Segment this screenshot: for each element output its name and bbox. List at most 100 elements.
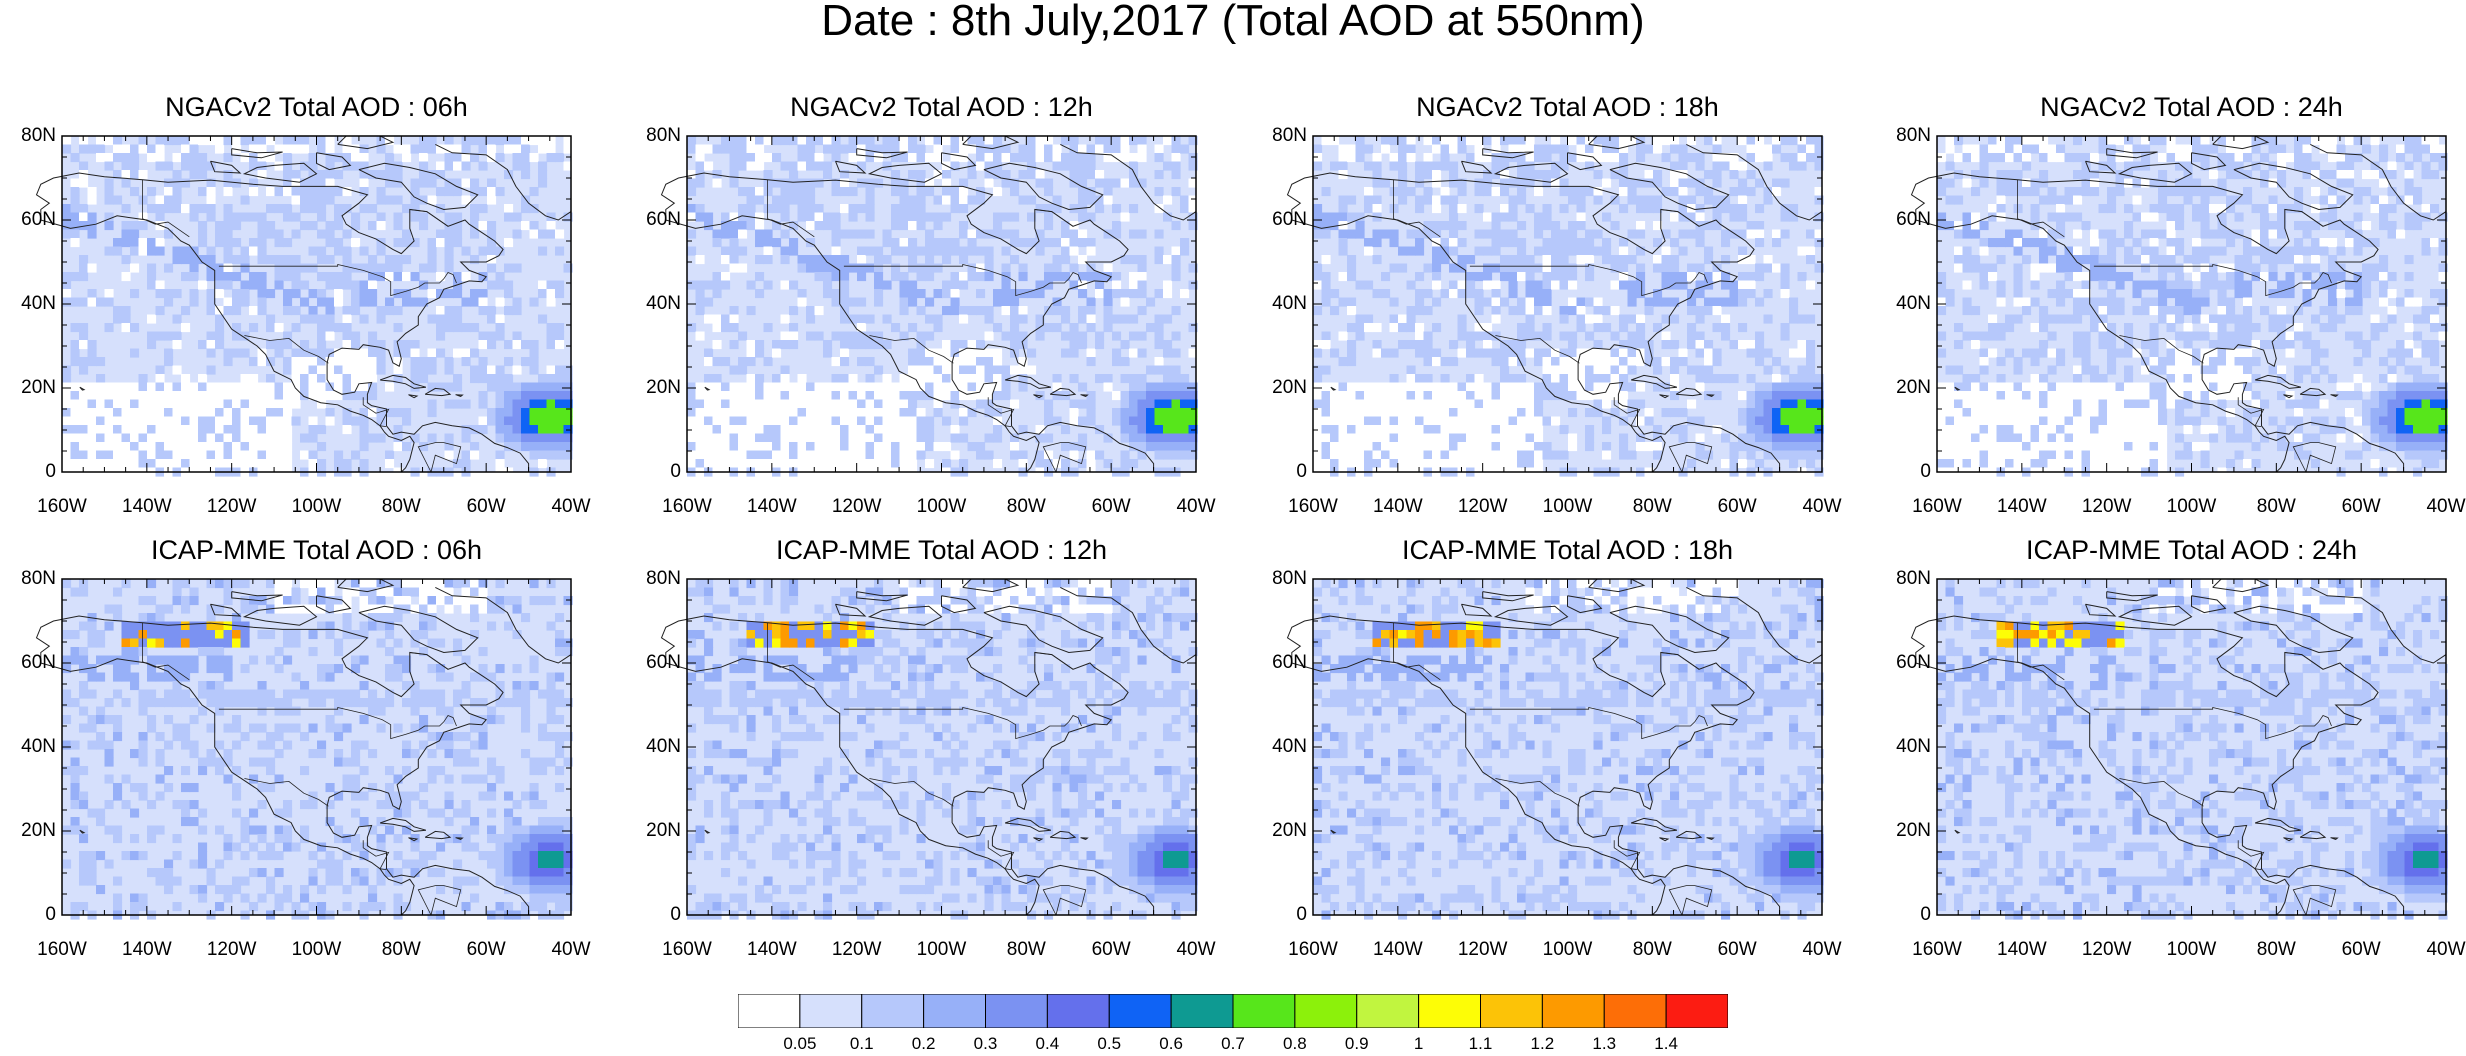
aod-cell (427, 238, 437, 248)
aod-cell (240, 382, 250, 392)
aod-cell (402, 238, 412, 248)
aod-cell (1103, 195, 1113, 205)
aod-cell (164, 229, 174, 239)
aod-cell (1551, 238, 1561, 248)
aod-cell (976, 161, 986, 171)
aod-cell (1457, 425, 1467, 435)
aod-cell (1389, 391, 1399, 401)
aod-cell (2047, 365, 2057, 375)
aod-cell (249, 382, 259, 392)
aod-cell (908, 204, 918, 214)
aod-cell (772, 459, 782, 469)
aod-cell (70, 297, 80, 307)
aod-cell (240, 195, 250, 205)
aod-cell (1653, 323, 1663, 333)
aod-cell (1010, 178, 1020, 188)
aod-cell (1355, 144, 1365, 154)
aod-cell (393, 212, 403, 222)
aod-cell (1449, 450, 1459, 460)
aod-cell (393, 348, 403, 358)
aod-cell (317, 204, 327, 214)
aod-cell (993, 170, 1003, 180)
aod-cell (96, 391, 106, 401)
aod-cell (959, 187, 969, 197)
aod-cell (342, 331, 352, 341)
aod-cell (1338, 297, 1348, 307)
aod-cell (1474, 144, 1484, 154)
aod-cell (1568, 272, 1578, 282)
aod-cell (206, 416, 216, 426)
aod-cell (899, 459, 909, 469)
aod-cell (1180, 204, 1190, 214)
aod-cell (104, 195, 114, 205)
aod-cell (1979, 365, 1989, 375)
aod-cell (780, 246, 790, 256)
aod-cell (2039, 238, 2049, 248)
aod-cell (2005, 229, 2015, 239)
aod-cell (1491, 280, 1501, 290)
aod-cell (478, 365, 488, 375)
aod-cell (874, 450, 884, 460)
aod-cell (1483, 263, 1493, 273)
aod-cell (402, 289, 412, 299)
aod-cell (2098, 136, 2108, 146)
aod-cell (325, 238, 335, 248)
aod-cell (130, 442, 140, 452)
aod-cell (772, 450, 782, 460)
aod-cell (1797, 136, 1807, 146)
aod-cell (976, 195, 986, 205)
aod-cell (300, 297, 310, 307)
aod-cell (840, 170, 850, 180)
aod-cell (882, 382, 892, 392)
aod-cell (546, 221, 556, 231)
aod-cell (1551, 246, 1561, 256)
aod-cell (1559, 280, 1569, 290)
aod-cell (2064, 382, 2074, 392)
aod-cell (797, 442, 807, 452)
aod-cell (857, 425, 867, 435)
aod-cell (1120, 416, 1130, 426)
aod-cell (1389, 382, 1399, 392)
aod-cell (249, 144, 259, 154)
aod-cell (291, 289, 301, 299)
aod-cell (1670, 425, 1680, 435)
aod-cell (1962, 331, 1972, 341)
aod-cell (1806, 459, 1816, 469)
aod-cell (882, 280, 892, 290)
aod-cell (1979, 153, 1989, 163)
aod-cell (1517, 331, 1527, 341)
aod-cell (283, 212, 293, 222)
aod-cell (79, 433, 89, 443)
aod-cell (687, 204, 697, 214)
aod-cell (1372, 459, 1382, 469)
aod-cell (1364, 442, 1374, 452)
aod-cell (1602, 391, 1612, 401)
aod-cell (300, 365, 310, 375)
aod-cell (1423, 195, 1433, 205)
aod-cell (1945, 442, 1955, 452)
aod-cell (780, 331, 790, 341)
aod-cell (1112, 408, 1122, 418)
aod-cell (1188, 416, 1198, 426)
aod-cell (240, 348, 250, 358)
aod-cell (729, 442, 739, 452)
aod-cell (1962, 382, 1972, 392)
aod-cell (1163, 442, 1173, 452)
aod-cell (976, 382, 986, 392)
aod-cell (1755, 459, 1765, 469)
aod-cell (2030, 433, 2040, 443)
aod-cell (2073, 289, 2083, 299)
aod-cell (1979, 416, 1989, 426)
aod-cell (1610, 255, 1620, 265)
aod-cell (959, 178, 969, 188)
aod-cell (1576, 391, 1586, 401)
aod-cell (1027, 161, 1037, 171)
aod-cell (1483, 442, 1493, 452)
aod-cell (521, 204, 531, 214)
aod-cell (1432, 170, 1442, 180)
aod-cell (555, 153, 565, 163)
aod-cell (308, 348, 318, 358)
aod-cell (1979, 459, 1989, 469)
aod-cell (427, 263, 437, 273)
aod-cell (1678, 272, 1688, 282)
